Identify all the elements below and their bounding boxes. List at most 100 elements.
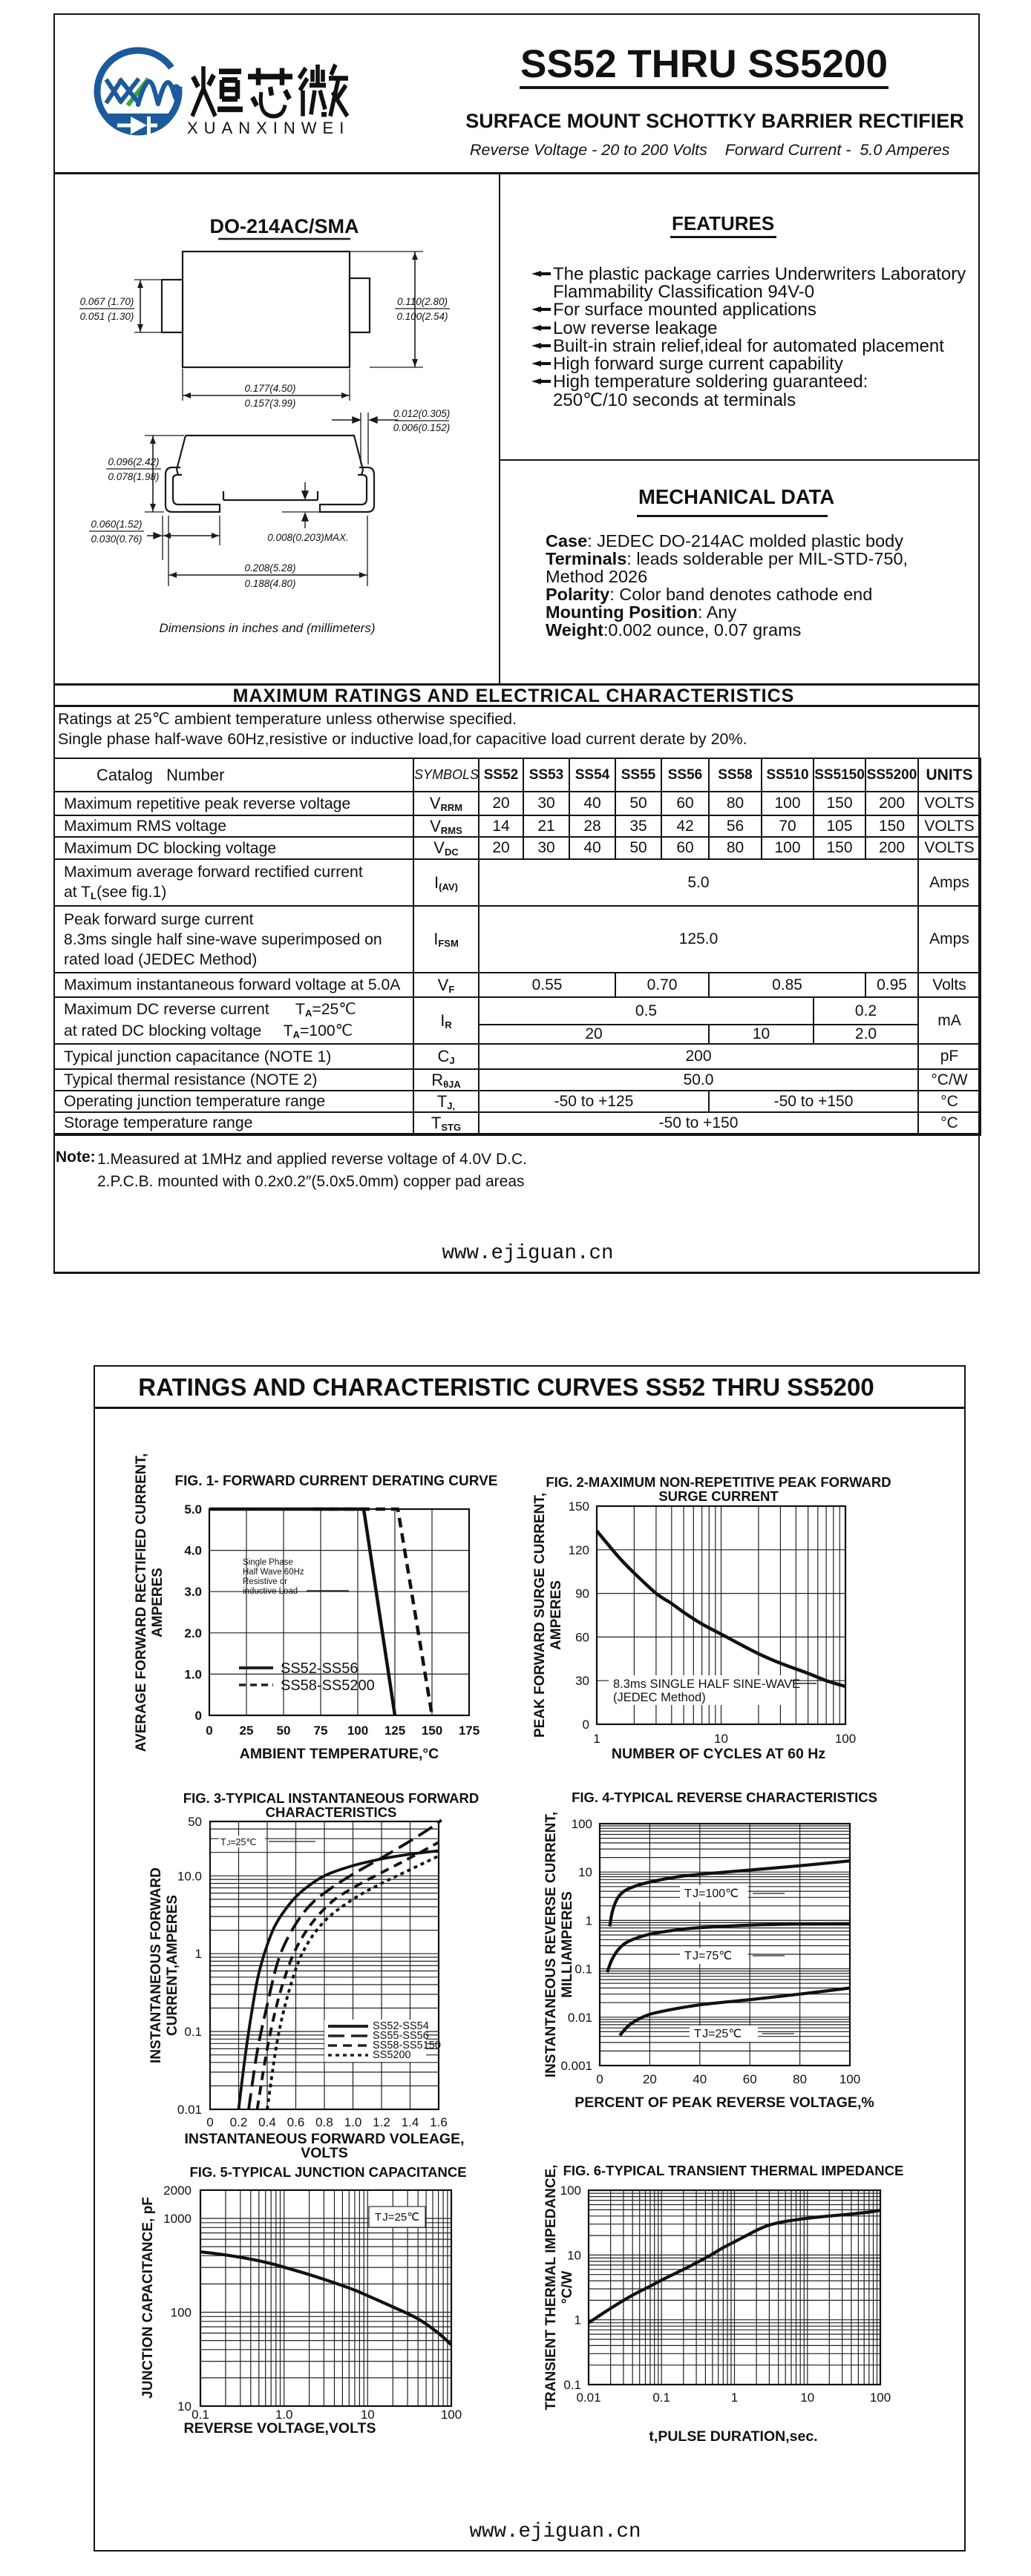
svg-text:AMPERES: AMPERES — [150, 1568, 166, 1637]
svg-text:1: 1 — [586, 1913, 592, 1928]
svg-text:FIG. 4-TYPICAL REVERSE CHARACT: FIG. 4-TYPICAL REVERSE CHARACTERISTICS — [572, 1790, 877, 1805]
svg-text:10: 10 — [567, 2248, 581, 2262]
svg-text:1: 1 — [731, 2391, 738, 2405]
svg-text:SS58-SS5150: SS58-SS5150 — [373, 2040, 441, 2051]
svg-text:1.2: 1.2 — [373, 2115, 390, 2129]
svg-text:8.3ms SINGLE HALF SINE-WAVE: 8.3ms SINGLE HALF SINE-WAVE — [613, 1678, 800, 1691]
svg-text:150: 150 — [422, 1724, 442, 1738]
svg-text:T J=75℃: T J=75℃ — [684, 1950, 732, 1962]
svg-text:INSTANTANEOUS FORWARD: INSTANTANEOUS FORWARD — [148, 1867, 164, 2063]
svg-text:60: 60 — [575, 1630, 589, 1644]
svg-text:0.1: 0.1 — [192, 2408, 209, 2422]
svg-text:t,PULSE DURATION,sec.: t,PULSE DURATION,sec. — [649, 2428, 817, 2445]
svg-text:90: 90 — [575, 1587, 589, 1601]
svg-text:10.0: 10.0 — [177, 1869, 202, 1883]
svg-text:125: 125 — [384, 1724, 405, 1738]
svg-text:0: 0 — [583, 1718, 589, 1732]
svg-text:PEAK FORWARD SURGE CURRENT,: PEAK FORWARD SURGE CURRENT, — [532, 1493, 548, 1738]
svg-text:SS52-SS54: SS52-SS54 — [373, 2020, 429, 2032]
svg-text:SS5200: SS5200 — [373, 2049, 411, 2061]
svg-text:2000: 2000 — [163, 2184, 192, 2198]
svg-text:PERCENT OF PEAK REVERSE VOLTAG: PERCENT OF PEAK REVERSE VOLTAGE,% — [575, 2094, 874, 2111]
svg-text:0.078(1.98): 0.078(1.98) — [108, 471, 159, 482]
svg-text:40: 40 — [693, 2072, 707, 2086]
svg-text:150: 150 — [569, 1499, 589, 1514]
svg-text:30: 30 — [575, 1674, 589, 1688]
svg-text:120: 120 — [569, 1543, 589, 1557]
svg-text:0.6: 0.6 — [287, 2115, 305, 2129]
svg-text:100: 100 — [441, 2408, 462, 2422]
svg-text:Half Wave 60Hz: Half Wave 60Hz — [243, 1568, 304, 1577]
svg-text:1: 1 — [593, 1732, 600, 1746]
svg-text:0.01: 0.01 — [177, 2103, 202, 2117]
svg-text:CURRENT,AMPERES: CURRENT,AMPERES — [165, 1895, 180, 2036]
svg-text:0.01: 0.01 — [568, 2011, 592, 2025]
svg-text:10: 10 — [578, 1865, 592, 1879]
svg-text:T J=25℃: T J=25℃ — [694, 2028, 742, 2040]
svg-text:0.096(2.42): 0.096(2.42) — [108, 456, 159, 467]
svg-text:5.0: 5.0 — [184, 1502, 202, 1517]
svg-text:0.012(0.305): 0.012(0.305) — [393, 408, 451, 419]
svg-text:1.0: 1.0 — [344, 2115, 362, 2129]
svg-text:100: 100 — [560, 2184, 581, 2198]
svg-text:SS52-SS56: SS52-SS56 — [281, 1660, 359, 1677]
svg-text:T J=100℃: T J=100℃ — [684, 1887, 739, 1900]
svg-text:0.01: 0.01 — [576, 2391, 600, 2405]
svg-text:0.1: 0.1 — [575, 1962, 592, 1977]
svg-text:MILLIAMPERES: MILLIAMPERES — [560, 1891, 575, 1998]
svg-text:SS58-SS5200: SS58-SS5200 — [281, 1678, 375, 1694]
svg-text:80: 80 — [793, 2072, 807, 2086]
svg-text:Single Phase: Single Phase — [243, 1558, 293, 1567]
svg-text:0.1: 0.1 — [652, 2391, 670, 2405]
svg-text:0.008(0.203)MAX.: 0.008(0.203)MAX. — [267, 532, 349, 543]
svg-text:100: 100 — [839, 2072, 860, 2086]
svg-text:0.8: 0.8 — [315, 2115, 333, 2129]
svg-text:0.177(4.50): 0.177(4.50) — [244, 383, 295, 394]
svg-text:0.188(4.80): 0.188(4.80) — [244, 578, 295, 589]
svg-text:FIG. 6-TYPICAL TRANSIENT THERM: FIG. 6-TYPICAL TRANSIENT THERMAL IMPEDAN… — [563, 2163, 904, 2178]
svg-text:Dimensions in inches and (mill: Dimensions in inches and (millimeters) — [160, 621, 376, 635]
svg-text:NUMBER OF CYCLES AT 60 Hz: NUMBER OF CYCLES AT 60 Hz — [612, 1746, 825, 1762]
svg-text:10: 10 — [800, 2391, 814, 2405]
svg-text:SURGE CURRENT: SURGE CURRENT — [658, 1488, 779, 1504]
svg-text:10: 10 — [177, 2399, 192, 2414]
svg-text:1: 1 — [195, 1947, 202, 1961]
svg-text:1.4: 1.4 — [402, 2115, 419, 2129]
svg-text:1: 1 — [575, 2313, 581, 2327]
svg-text:0.051 (1.30): 0.051 (1.30) — [80, 311, 134, 322]
svg-text:1.0: 1.0 — [275, 2408, 293, 2422]
svg-text:0: 0 — [206, 1724, 212, 1738]
svg-text:0.2: 0.2 — [230, 2115, 248, 2129]
svg-text:AMPERES: AMPERES — [549, 1580, 564, 1650]
svg-text:(JEDEC Method): (JEDEC Method) — [613, 1691, 706, 1704]
svg-text:1000: 1000 — [163, 2212, 192, 2226]
svg-text:0.157(3.99): 0.157(3.99) — [244, 398, 295, 409]
svg-text:INSTANTANEOUS REVERSE CURRENT,: INSTANTANEOUS REVERSE CURRENT, — [543, 1812, 559, 2077]
svg-text:SS55-SS56: SS55-SS56 — [373, 2030, 429, 2042]
svg-text:INSTANTANEOUS FORWARD VOLEAGE,: INSTANTANEOUS FORWARD VOLEAGE, — [184, 2131, 464, 2147]
svg-text:Resistive or: Resistive or — [243, 1577, 287, 1586]
svg-text:FIG. 1- FORWARD CURRENT DERATI: FIG. 1- FORWARD CURRENT DERATING CURVE — [175, 1473, 498, 1489]
svg-text:0.4: 0.4 — [258, 2115, 276, 2129]
svg-text:JUNCTION CAPACITANCE, pF: JUNCTION CAPACITANCE, pF — [140, 2197, 156, 2399]
svg-text:10: 10 — [361, 2408, 375, 2422]
svg-text:0.060(1.52): 0.060(1.52) — [91, 519, 142, 530]
svg-text:0.208(5.28): 0.208(5.28) — [244, 562, 295, 574]
svg-text:50: 50 — [277, 1724, 291, 1738]
svg-text:0.001: 0.001 — [560, 2059, 592, 2073]
svg-text:CHARACTERISTICS: CHARACTERISTICS — [266, 1804, 397, 1820]
svg-text:°C/W: °C/W — [560, 2271, 575, 2304]
svg-text:100: 100 — [835, 1732, 856, 1746]
svg-text:0.110(2.80): 0.110(2.80) — [397, 296, 448, 307]
svg-text:75: 75 — [314, 1724, 328, 1738]
svg-text:60: 60 — [743, 2072, 757, 2086]
svg-text:25: 25 — [240, 1724, 254, 1738]
svg-text:T J=25℃: T J=25℃ — [375, 2211, 419, 2224]
svg-text:T J=25℃: T J=25℃ — [220, 1837, 256, 1847]
svg-text:3.0: 3.0 — [184, 1585, 202, 1599]
svg-text:0: 0 — [206, 2115, 213, 2129]
svg-text:www.ejiguan.cn: www.ejiguan.cn — [469, 2520, 641, 2543]
svg-text:0.1: 0.1 — [184, 2025, 202, 2039]
svg-text:FIG. 5-TYPICAL JUNCTION CAPACI: FIG. 5-TYPICAL JUNCTION CAPACITANCE — [189, 2164, 466, 2180]
svg-text:1.6: 1.6 — [430, 2115, 448, 2129]
